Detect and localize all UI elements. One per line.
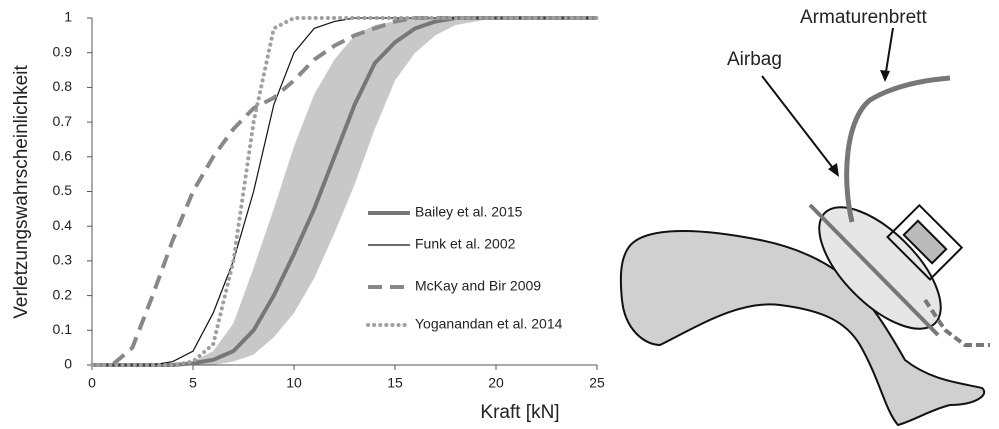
diagram-label: Airbag — [727, 49, 782, 70]
dashboard — [847, 78, 950, 222]
y-tick-label: 0.3 — [53, 252, 73, 268]
diagram: Armaturenbrett Airbag — [621, 7, 990, 425]
x-tick-label: 5 — [189, 375, 197, 391]
x-tick-label: 10 — [286, 375, 302, 391]
x-tick-label: 25 — [589, 375, 605, 391]
y-tick-label: 0.7 — [53, 113, 73, 129]
figure: Kraft [kN] Verletzungswahrscheinlichkeit… — [0, 0, 999, 429]
y-tick-label: 0.8 — [53, 78, 73, 94]
y-tick-label: 0.1 — [53, 321, 73, 337]
y-tick-label: 0.2 — [53, 286, 73, 302]
confidence-band — [92, 18, 597, 365]
arrow — [885, 28, 893, 78]
x-tick-label: 0 — [88, 375, 96, 391]
y-axis-label: Verletzungswahrscheinlichkeit — [11, 65, 32, 319]
y-tick-label: 0.9 — [53, 43, 73, 59]
arrow-head — [880, 70, 890, 82]
arrow — [762, 76, 836, 172]
y-tick-label: 0.6 — [53, 148, 73, 164]
y-tick-label: 0.4 — [53, 217, 73, 233]
legend-label: Bailey et al. 2015 — [415, 204, 523, 220]
x-axis-label: Kraft [kN] — [480, 402, 559, 423]
x-tick-label: 20 — [488, 375, 504, 391]
legend-label: Yoganandan et al. 2014 — [415, 316, 563, 332]
legend-label: Funk et al. 2002 — [415, 236, 516, 252]
diagram-label: Armaturenbrett — [800, 7, 927, 28]
y-tick-label: 1 — [64, 9, 72, 25]
x-tick-label: 15 — [387, 375, 403, 391]
y-tick-label: 0 — [64, 356, 72, 372]
y-tick-label: 0.5 — [53, 182, 73, 198]
legend-label: McKay and Bir 2009 — [415, 278, 541, 294]
